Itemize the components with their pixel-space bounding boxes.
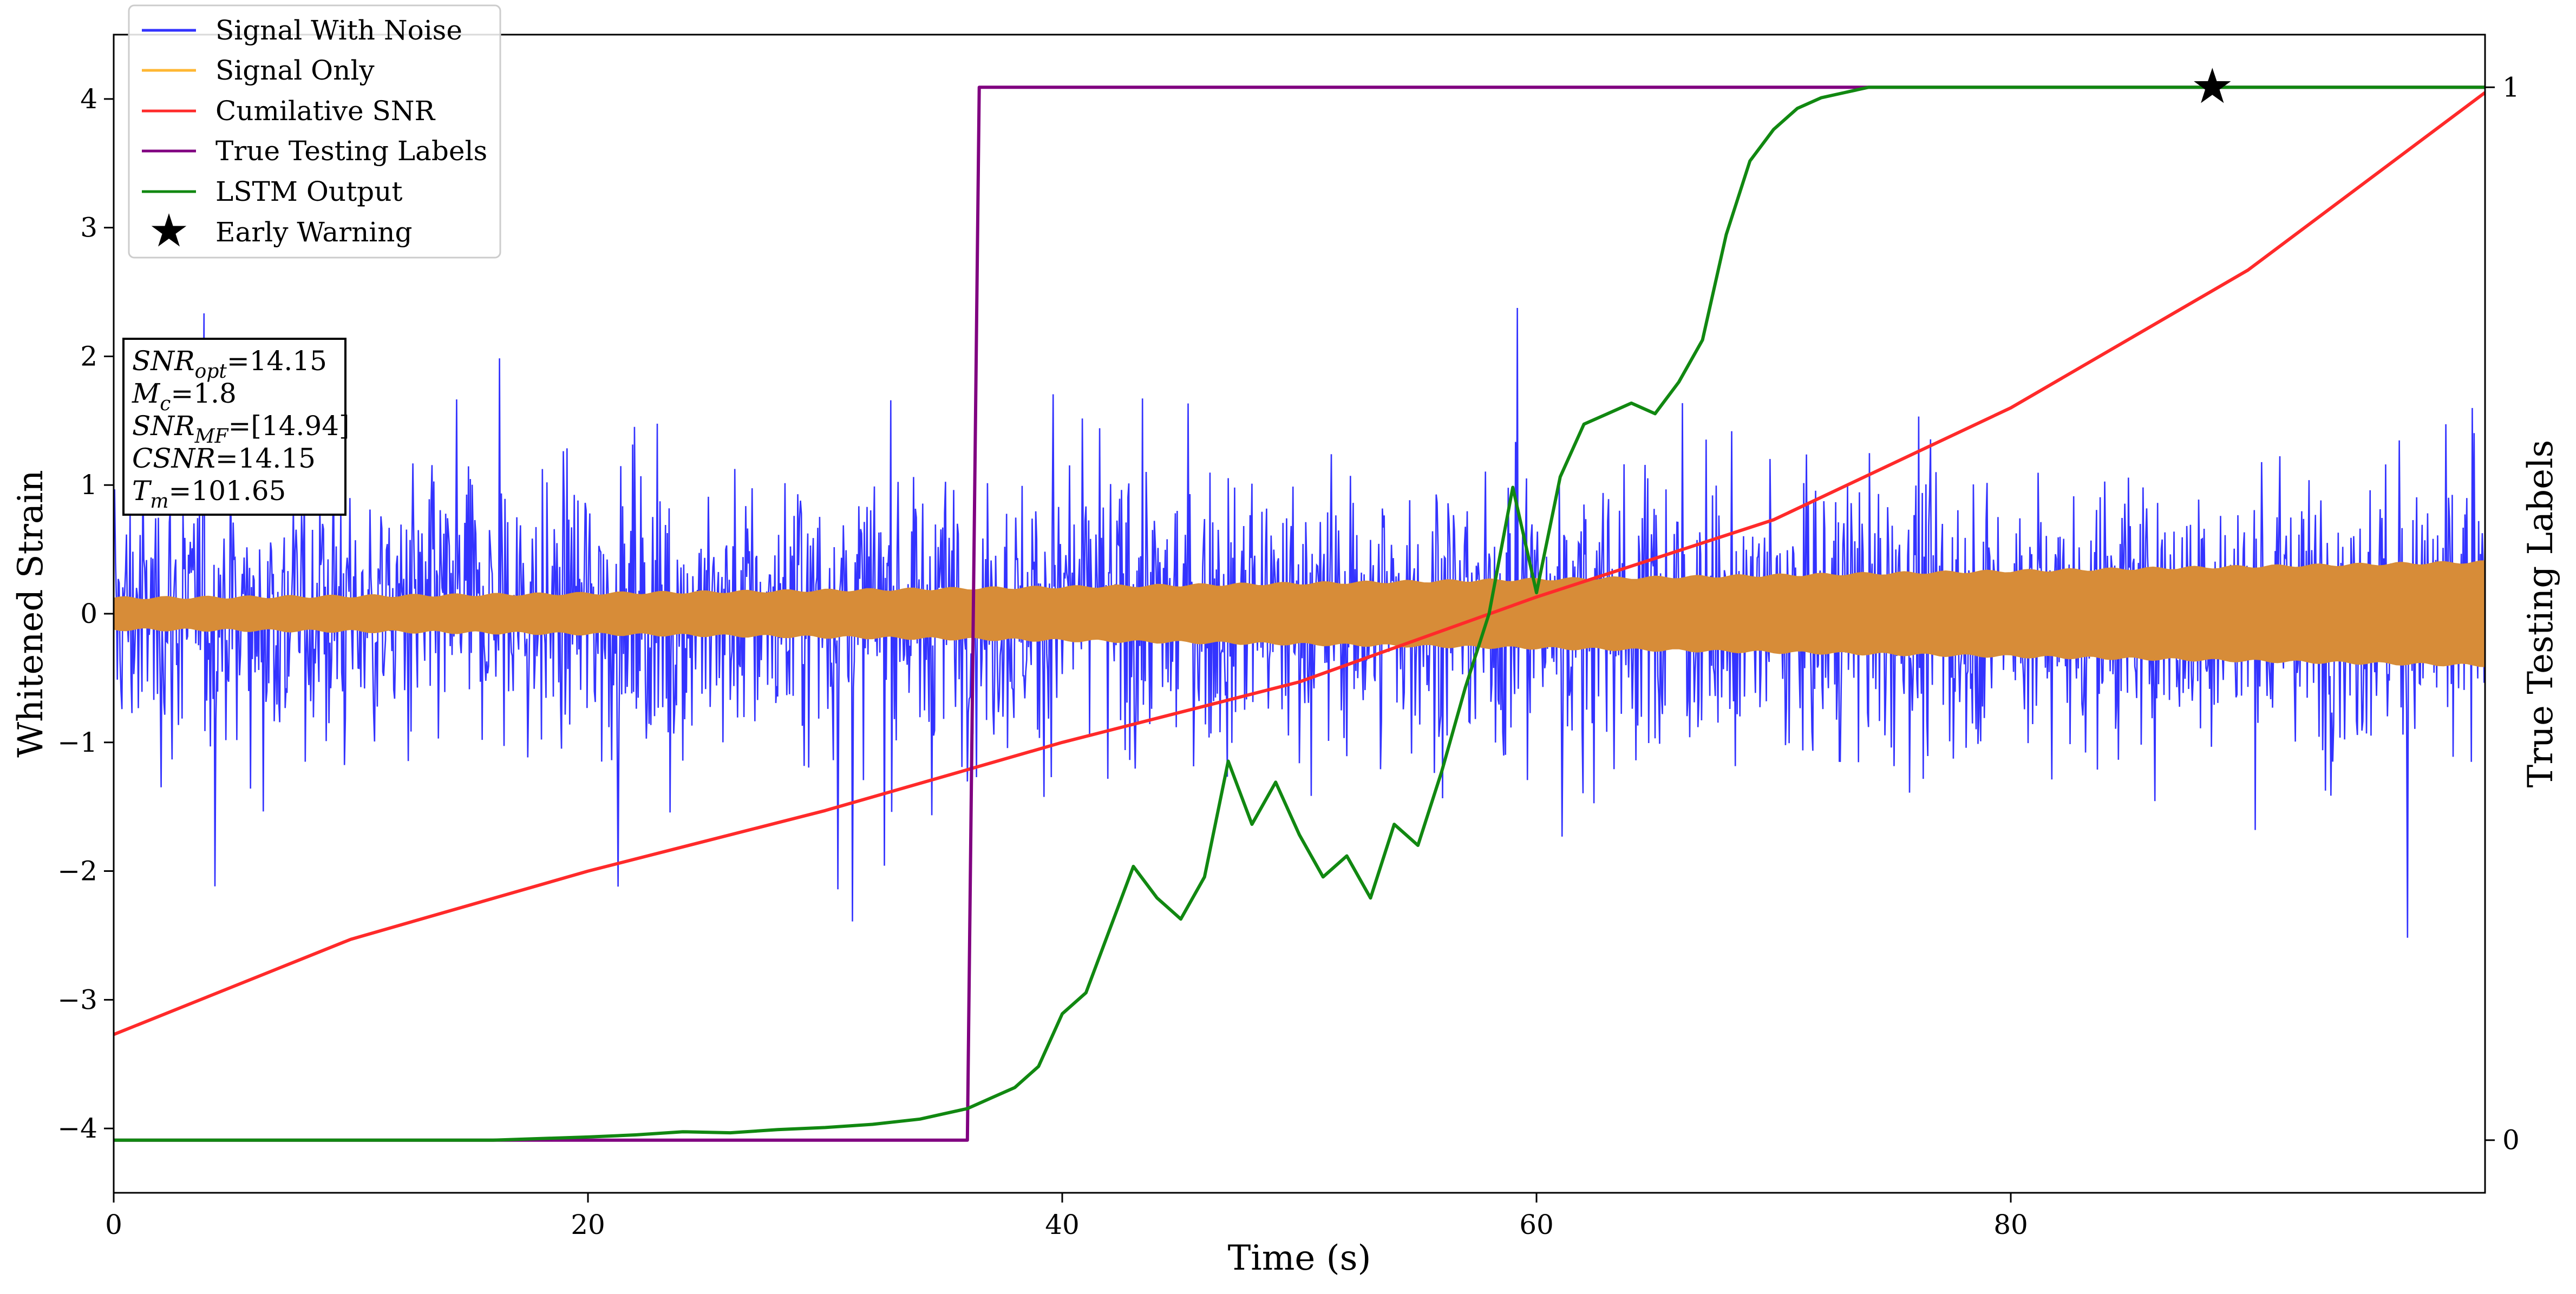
x-tick-label: 20 [571, 1209, 605, 1240]
cumulative-snr-line [114, 91, 2485, 1036]
early-warning-marker [2194, 68, 2231, 103]
y-tick-label: −3 [57, 984, 97, 1015]
y2-axis-title: True Testing Labels [2521, 440, 2561, 788]
legend-label-signal-with-noise: Signal With Noise [215, 15, 462, 46]
legend-label-lstm-output: LSTM Output [215, 176, 402, 207]
y2-axis-ticks: 01 [2485, 71, 2520, 1156]
legend: Signal With Noise Signal Only Cumilative… [128, 4, 501, 259]
x-tick-label: 0 [105, 1209, 122, 1240]
legend-star-icon [151, 213, 187, 247]
info-snr-mf: SNRMF=[14.94] [132, 410, 350, 448]
y-tick-label: −2 [57, 856, 97, 887]
x-tick-label: 80 [1993, 1209, 2028, 1240]
y-axis-title: Whitened Strain [11, 470, 51, 757]
x-axis-ticks: 0 20 40 60 80 [105, 1193, 2028, 1240]
legend-label-signal-only: Signal Only [215, 55, 375, 86]
y2-tick-label: 0 [2502, 1125, 2520, 1156]
y-tick-label: 1 [80, 469, 97, 501]
signal-only-series [114, 560, 2485, 667]
legend-entry-cumulative-snr: Cumilative SNR [142, 95, 435, 127]
lstm-output-line [114, 86, 2485, 1142]
info-box: SNRopt=14.15 Mc=1.8 SNRMF=[14.94] CSNR=1… [122, 338, 350, 516]
legend-entry-early-warning: Early Warning [151, 213, 413, 248]
x-tick-label: 40 [1045, 1209, 1080, 1240]
info-mc: Mc=1.8 [132, 378, 237, 415]
y-tick-label: −1 [57, 727, 97, 758]
legend-entry-true-testing-labels: True Testing Labels [142, 135, 487, 167]
signal-band [114, 560, 2485, 667]
y-tick-label: 3 [80, 212, 97, 244]
plot-area [114, 68, 2485, 1142]
legend-entry-signal-only: Signal Only [142, 55, 375, 86]
y-axis-ticks: −4 −3 −2 −1 0 1 2 3 4 [57, 83, 114, 1144]
lstm-output-series [114, 86, 2485, 1142]
legend-entry-signal-with-noise: Signal With Noise [142, 15, 462, 46]
y2-tick-label: 1 [2502, 71, 2520, 103]
x-axis-title: Time (s) [1228, 1238, 1371, 1278]
y-tick-label: −4 [57, 1113, 97, 1144]
x-tick-label: 60 [1519, 1209, 1554, 1240]
legend-label-true-testing-labels: True Testing Labels [215, 135, 487, 167]
info-tm: Tm=101.65 [132, 475, 286, 513]
legend-label-early-warning: Early Warning [215, 216, 413, 248]
y-tick-label: 2 [80, 340, 97, 372]
cumulative-snr-series [114, 91, 2485, 1036]
info-csnr: CSNR=14.15 [132, 443, 316, 474]
legend-label-cumulative-snr: Cumilative SNR [215, 95, 435, 127]
y-tick-label: 0 [80, 598, 97, 629]
info-snr-opt: SNRopt=14.15 [132, 345, 327, 383]
early-warning-series [2194, 68, 2231, 103]
legend-entry-lstm-output: LSTM Output [142, 176, 402, 207]
y-tick-label: 4 [80, 83, 97, 115]
